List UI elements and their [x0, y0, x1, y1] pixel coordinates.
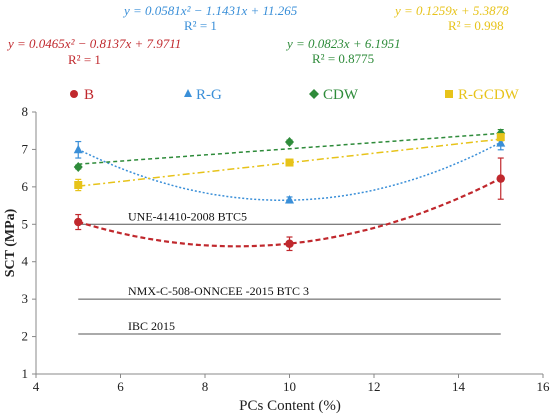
equation-b-r2: R² = 1	[68, 52, 101, 67]
trendline-r-g	[77, 141, 502, 201]
reference-label-une: UNE-41410-2008 BTC5	[128, 209, 247, 223]
x-tick-label: 12	[368, 379, 381, 394]
trendline-b	[77, 177, 502, 248]
x-tick-label: 6	[117, 379, 124, 394]
legend-marker-rgcdw	[445, 90, 453, 98]
legend-marker-rg	[184, 89, 192, 97]
equation-cdw-r2: R² = 0.8775	[312, 51, 374, 66]
reference-label-ibc: IBC 2015	[128, 319, 175, 333]
point-r-g	[285, 194, 294, 204]
x-tick-label: 10	[283, 379, 296, 394]
legend-marker-b	[70, 90, 78, 98]
x-ticks: 4 6 8 10 12 14 16	[33, 374, 550, 394]
x-tick-label: 8	[202, 379, 209, 394]
legend-marker-cdw	[309, 89, 319, 99]
point-b	[285, 239, 294, 248]
legend-label-cdw: CDW	[323, 87, 359, 103]
point-r-gcdw	[74, 180, 83, 189]
y-tick-label: 2	[22, 329, 29, 344]
legend-label-rg: R-G	[196, 87, 222, 103]
equation-rg-r2: R² = 1	[184, 18, 217, 33]
trendline-cdw	[78, 132, 501, 165]
equation-rg-formula: y = 0.0581x² − 1.1431x + 11.265	[122, 3, 298, 18]
point-b	[496, 174, 505, 183]
x-tick-label: 14	[452, 379, 466, 394]
x-tick-label: 4	[33, 379, 40, 394]
point-r-gcdw	[285, 158, 294, 167]
y-tick-label: 5	[22, 216, 29, 231]
y-axis-label: SCT (MPa)	[3, 208, 18, 277]
point-cdw	[73, 162, 83, 173]
x-tick-label: 16	[537, 379, 550, 394]
legend-label-rgcdw: R-GCDW	[458, 87, 520, 103]
error-bars	[75, 128, 504, 252]
trendlines	[77, 132, 502, 248]
equation-rgcdw-r2: R² = 0.998	[448, 18, 504, 33]
legend: B R-G CDW R-GCDW	[70, 87, 520, 103]
y-tick-label: 7	[22, 141, 29, 156]
y-tick-label: 8	[22, 104, 29, 119]
point-b	[74, 217, 83, 227]
equation-rgcdw-formula: y = 0.1259x + 5.3878	[393, 3, 509, 18]
point-r-g	[496, 138, 506, 147]
y-tick-label: 1	[22, 366, 29, 381]
x-axis-label: PCs Content (%)	[239, 398, 341, 414]
point-r-g	[73, 144, 83, 154]
reference-lines: UNE-41410-2008 BTC5 NMX-C-508-ONNCEE -20…	[78, 209, 501, 335]
y-tick-label: 6	[22, 179, 29, 194]
y-ticks: 1 2 3 4 5 6 7 8	[22, 104, 36, 381]
equation-b-formula: y = 0.0465x² − 0.8137x + 7.9711	[6, 36, 181, 51]
trend-equations: y = 0.0465x² − 0.8137x + 7.9711 R² = 1 y…	[6, 3, 509, 67]
point-cdw	[285, 136, 294, 147]
y-tick-label: 4	[22, 254, 29, 269]
point-r-gcdw	[496, 133, 505, 142]
equation-cdw-formula: y = 0.0823x + 6.1951	[285, 36, 401, 51]
legend-label-b: B	[84, 87, 94, 103]
y-tick-label: 3	[22, 291, 29, 306]
data-markers	[73, 128, 506, 248]
reference-label-nmx: NMX-C-508-ONNCEE -2015 BTC 3	[128, 284, 309, 298]
